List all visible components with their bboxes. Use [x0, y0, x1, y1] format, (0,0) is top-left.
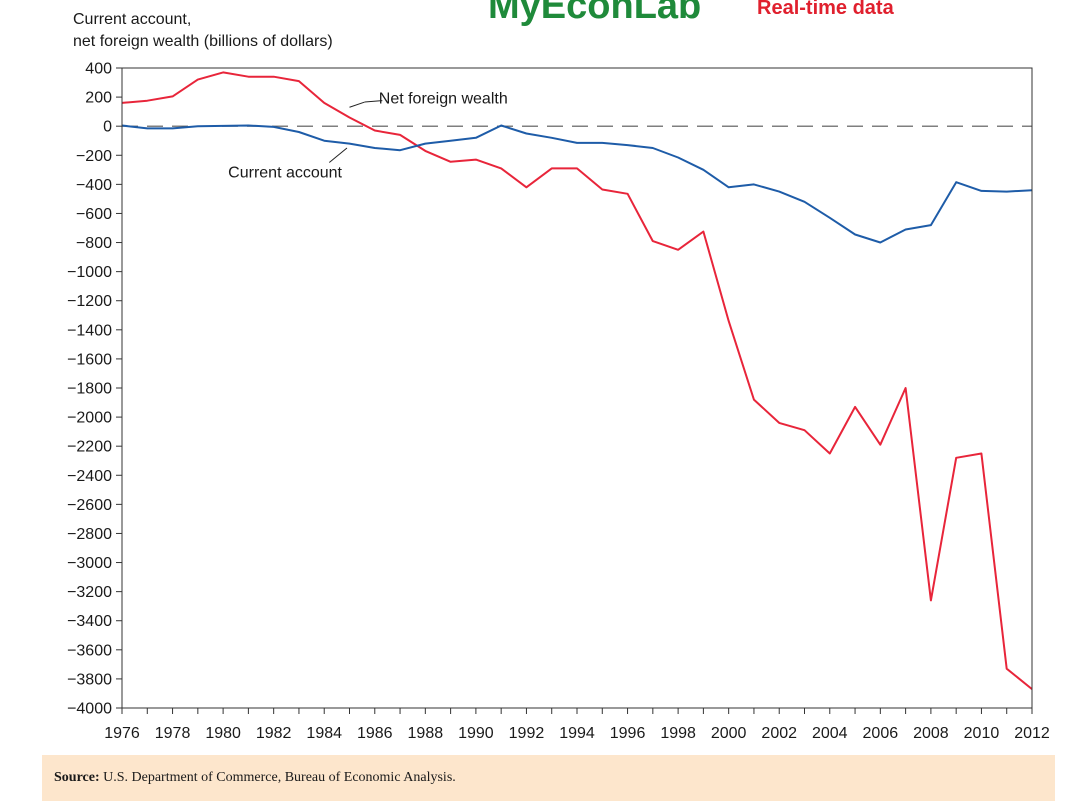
source-text: U.S. Department of Commerce, Bureau of E… — [99, 770, 456, 785]
x-tick-label: 1998 — [660, 725, 696, 742]
y-tick-label: −2600 — [67, 497, 112, 514]
y-tick-label: −1000 — [67, 264, 112, 281]
x-axis: 1976 1978 1980 1982 1984 1986 1988 1990 1992 1994… — [104, 708, 1050, 742]
x-tick-label: 2008 — [913, 725, 949, 742]
y-tick-label: −1200 — [67, 293, 112, 310]
brand-tagline: Real-time data — [757, 0, 895, 19]
y-tick-label: 0 — [103, 119, 112, 136]
net-foreign-wealth-leader — [349, 101, 365, 108]
x-tick-label: 1980 — [205, 725, 241, 742]
y-tick-label: −1400 — [67, 322, 112, 339]
x-tick-label: 1984 — [306, 725, 342, 742]
y-tick-label: −1800 — [67, 381, 112, 398]
y-tick-label: −3800 — [67, 671, 112, 688]
x-tick-label: 1996 — [610, 725, 646, 742]
x-tick-label: 1992 — [509, 725, 545, 742]
y-tick-label: −2000 — [67, 410, 112, 427]
series-line-current-account — [121, 124, 1033, 244]
x-tick-label: 1994 — [559, 725, 595, 742]
source-label: Source: — [54, 770, 100, 785]
series-group — [121, 71, 1033, 690]
y-tick-label: −2200 — [67, 439, 112, 456]
y-tick-label: −3200 — [67, 584, 112, 601]
current-account-leader — [328, 147, 348, 163]
x-tick-label: 1988 — [408, 725, 444, 742]
y-tick-label: −2800 — [67, 526, 112, 543]
series-line-net-foreign-wealth — [121, 71, 1033, 690]
y-tick-label: −600 — [76, 206, 112, 223]
net-foreign-wealth-leader-tail — [364, 100, 383, 103]
y-axis: 400 200 0 −200 −400 −600 −800 −1000 −1200 −1400 −1… — [67, 61, 122, 718]
y-tick-label: −200 — [76, 148, 112, 165]
x-tick-label: 1982 — [256, 725, 292, 742]
x-tick-label: 1990 — [458, 725, 494, 742]
y-tick-label: −800 — [76, 235, 112, 252]
current-account-label: Current account — [228, 165, 342, 182]
y-tick-label: −3400 — [67, 613, 112, 630]
y-axis-label-line-1: Current account, — [73, 11, 191, 28]
y-axis-label-line-2: net foreign wealth (billions of dollars) — [73, 33, 333, 50]
y-tick-label: 400 — [85, 61, 112, 78]
x-tick-label: 2004 — [812, 725, 848, 742]
x-tick-label: 2010 — [964, 725, 1000, 742]
y-tick-label: −3600 — [67, 642, 112, 659]
source-note: Source: U.S. Department of Commerce, Bur… — [42, 755, 1055, 801]
y-tick-label: −1600 — [67, 351, 112, 368]
annotations: Net foreign wealth Current account — [228, 91, 508, 182]
y-tick-label: −400 — [76, 177, 112, 194]
brand-logo-text: MyEconLab — [488, 0, 701, 27]
x-tick-label: 2006 — [863, 725, 899, 742]
y-tick-label: −4000 — [67, 701, 112, 718]
x-tick-label: 1986 — [357, 725, 393, 742]
net-foreign-wealth-label: Net foreign wealth — [379, 91, 508, 108]
x-tick-label: 2000 — [711, 725, 747, 742]
y-tick-label: −2400 — [67, 468, 112, 485]
x-tick-label: 1976 — [104, 725, 140, 742]
y-tick-label: −3000 — [67, 555, 112, 572]
x-tick-label: 2012 — [1014, 725, 1050, 742]
plot-area-frame — [121, 67, 1033, 709]
y-tick-label: 200 — [85, 90, 112, 107]
x-tick-label: 2002 — [761, 725, 797, 742]
x-tick-label: 1978 — [155, 725, 191, 742]
